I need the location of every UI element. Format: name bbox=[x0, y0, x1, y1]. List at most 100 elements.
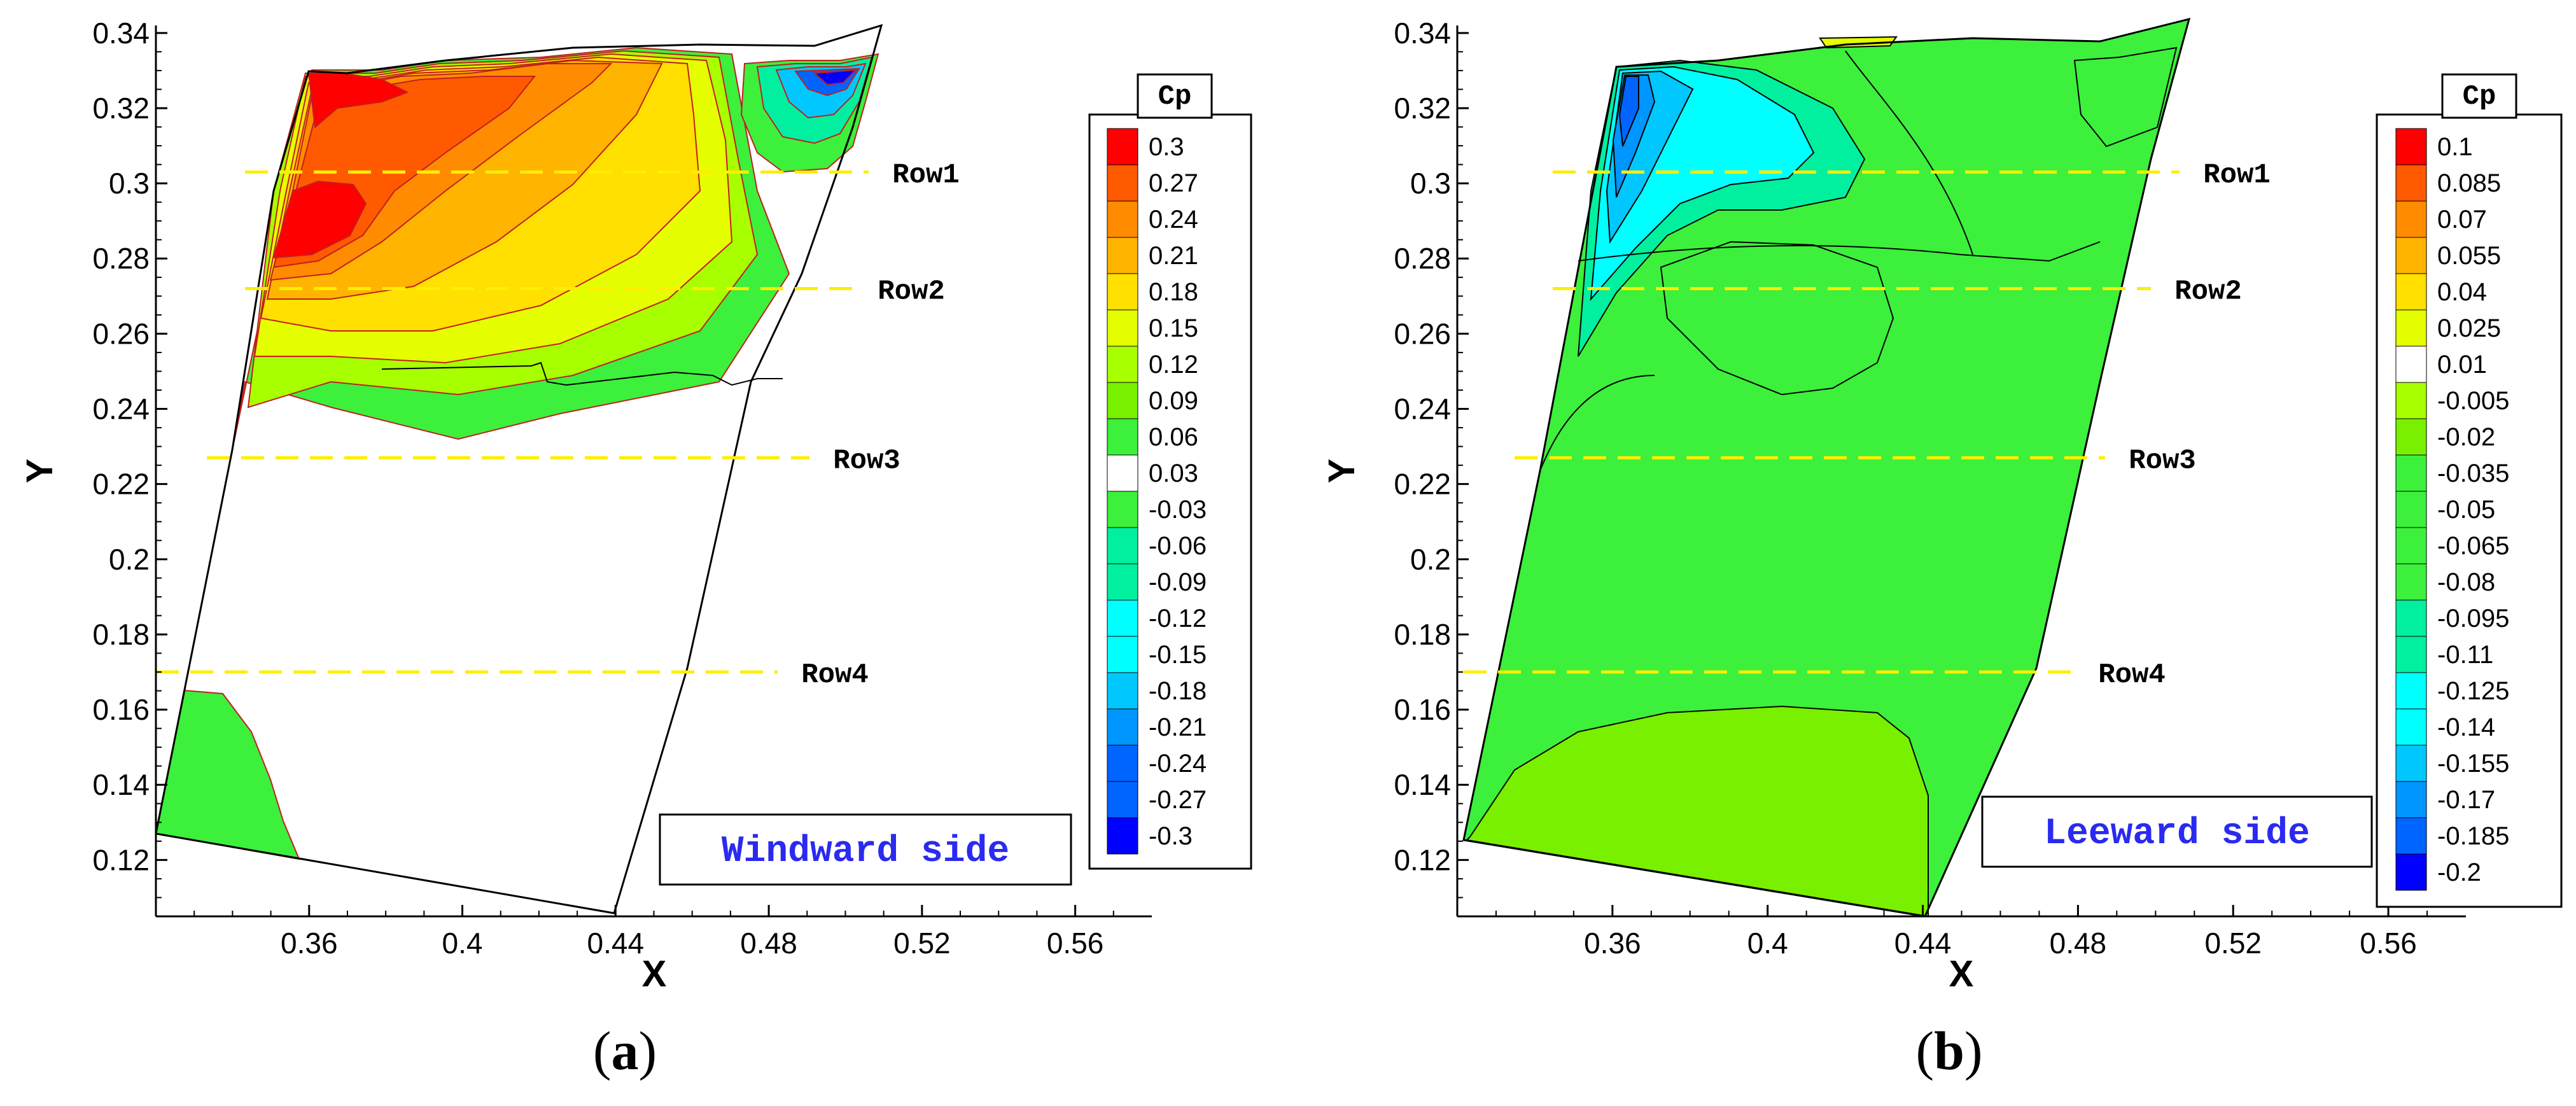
annotation-box bbox=[1981, 795, 2373, 868]
panel-b-annotation: Leeward side bbox=[1981, 795, 2373, 868]
legend-label: 0.07 bbox=[2437, 206, 2487, 234]
legend-swatch bbox=[2395, 636, 2427, 673]
y-tick-label: 0.16 bbox=[1394, 693, 1451, 726]
legend-swatch bbox=[1107, 563, 1138, 601]
legend-swatch bbox=[1107, 491, 1138, 528]
y-tick-label: 0.34 bbox=[92, 17, 150, 50]
legend-swatch bbox=[2395, 309, 2427, 347]
y-tick-label: 0.3 bbox=[109, 167, 150, 200]
panel-a-annotation: Windward side bbox=[659, 813, 1072, 886]
legend-label: -0.095 bbox=[2437, 605, 2509, 633]
panel-a-contours bbox=[155, 46, 879, 860]
legend-label: 0.24 bbox=[1149, 206, 1198, 234]
legend-swatch bbox=[1107, 708, 1138, 746]
legend-title: Cp bbox=[2463, 81, 2496, 113]
legend-swatch bbox=[1107, 128, 1138, 165]
x-tick-label: 0.44 bbox=[587, 927, 645, 960]
panel-a-notch-line bbox=[381, 361, 783, 386]
legend-title: Cp bbox=[1158, 81, 1192, 113]
row-label: Row1 bbox=[2203, 159, 2271, 191]
legend-swatch bbox=[1107, 817, 1138, 855]
legend-label: 0.12 bbox=[1149, 351, 1198, 379]
legend-label: -0.02 bbox=[2437, 423, 2495, 451]
legend-label: -0.005 bbox=[2437, 387, 2509, 415]
x-tick-label: 0.48 bbox=[740, 927, 797, 960]
legend-label: 0.01 bbox=[2437, 351, 2487, 379]
legend-label: -0.15 bbox=[1149, 641, 1207, 669]
panel-a: Row1 Row2 Row3 Row4 0.36 0.4 0.44 0.48 0.52 0.56… bbox=[19, 17, 1252, 1081]
x-tick-label: 0.36 bbox=[281, 927, 338, 960]
legend-swatch bbox=[1107, 346, 1138, 383]
x-tick-label: 0.4 bbox=[442, 927, 483, 960]
legend-label: 0.21 bbox=[1149, 242, 1198, 270]
legend-title-box bbox=[2441, 73, 2517, 119]
legend-label: -0.09 bbox=[1149, 568, 1207, 596]
legend-swatch bbox=[1107, 273, 1138, 311]
legend-label: -0.03 bbox=[1149, 496, 1207, 524]
contour-region bbox=[1618, 76, 1639, 147]
legend-swatch bbox=[2395, 745, 2427, 782]
panel-a-legend: Cp 0.3 0.27 0.24 0.21 0.18 0.15 0.12 0.09 0.06 0.… bbox=[1088, 73, 1252, 870]
y-tick-label: 0.18 bbox=[92, 618, 150, 651]
y-axis-label: Y bbox=[19, 459, 60, 484]
legend-label: -0.18 bbox=[1149, 677, 1207, 705]
legend-label: 0.085 bbox=[2437, 169, 2501, 197]
row-label: Row2 bbox=[878, 276, 945, 308]
panel-label: (a) bbox=[593, 1020, 657, 1081]
y-tick-label: 0.28 bbox=[92, 242, 150, 275]
legend-swatch bbox=[2395, 454, 2427, 492]
legend-swatch bbox=[2395, 527, 2427, 564]
panel-b-axes: 0.36 0.4 0.44 0.48 0.52 0.56 0.12 0.14 0.16 0.18 0… bbox=[1394, 17, 2466, 960]
y-tick-label: 0.24 bbox=[92, 393, 150, 426]
x-axis-label: X bbox=[1949, 953, 1974, 995]
legend-label: 0.27 bbox=[1149, 169, 1198, 197]
legend-label: -0.05 bbox=[2437, 496, 2495, 524]
x-tick-label: 0.36 bbox=[1584, 927, 1641, 960]
contour-region bbox=[307, 73, 409, 129]
y-tick-label: 0.26 bbox=[92, 317, 150, 350]
legend-swatch bbox=[2395, 853, 2427, 891]
row-label: Row4 bbox=[801, 659, 869, 691]
y-tick-label: 0.14 bbox=[1394, 768, 1451, 801]
legend-swatch bbox=[1107, 237, 1138, 274]
contour-region bbox=[155, 689, 300, 860]
y-tick-label: 0.2 bbox=[109, 543, 150, 576]
legend-label: -0.125 bbox=[2437, 677, 2509, 705]
legend-swatch bbox=[2395, 708, 2427, 746]
legend-label: -0.27 bbox=[1149, 786, 1207, 814]
legend-title-box bbox=[1137, 73, 1213, 119]
legend-swatch bbox=[2395, 781, 2427, 818]
legend-swatch bbox=[1107, 599, 1138, 637]
legend-swatch bbox=[1107, 781, 1138, 818]
legend-swatch bbox=[2395, 418, 2427, 456]
legend-swatch bbox=[1107, 418, 1138, 456]
y-tick-label: 0.24 bbox=[1394, 393, 1451, 426]
legend-label: 0.15 bbox=[1149, 314, 1198, 342]
y-tick-label: 0.32 bbox=[92, 92, 150, 125]
contour-line bbox=[1845, 50, 1973, 255]
legend-label: 0.09 bbox=[1149, 387, 1198, 415]
y-tick-label: 0.22 bbox=[92, 468, 150, 501]
row-label: Row2 bbox=[2174, 276, 2242, 308]
contour-line bbox=[1539, 375, 1655, 472]
row-label: Row3 bbox=[833, 445, 900, 477]
contour-region bbox=[2073, 46, 2178, 148]
panel-b: Row1 Row2 Row3 Row4 0.36 0.4 0.44 0.48 0.52 0.56… bbox=[1321, 17, 2563, 1081]
legend-label: 0.18 bbox=[1149, 278, 1198, 306]
legend-label: -0.08 bbox=[2437, 568, 2495, 596]
legend-swatch bbox=[1107, 382, 1138, 419]
x-tick-label: 0.4 bbox=[1747, 927, 1788, 960]
x-tick-label: 0.56 bbox=[1047, 927, 1104, 960]
legend-swatch bbox=[2395, 273, 2427, 311]
legend-swatch bbox=[2395, 599, 2427, 637]
y-axis-label: Y bbox=[1321, 459, 1362, 484]
contour-region bbox=[1660, 241, 1894, 396]
legend-swatch bbox=[1107, 200, 1138, 238]
y-tick-label: 0.32 bbox=[1394, 92, 1451, 125]
x-tick-label: 0.48 bbox=[2050, 927, 2107, 960]
contour-line bbox=[1578, 241, 2101, 262]
legend-swatch bbox=[2395, 164, 2427, 202]
y-tick-label: 0.26 bbox=[1394, 317, 1451, 350]
x-tick-label: 0.52 bbox=[893, 927, 951, 960]
